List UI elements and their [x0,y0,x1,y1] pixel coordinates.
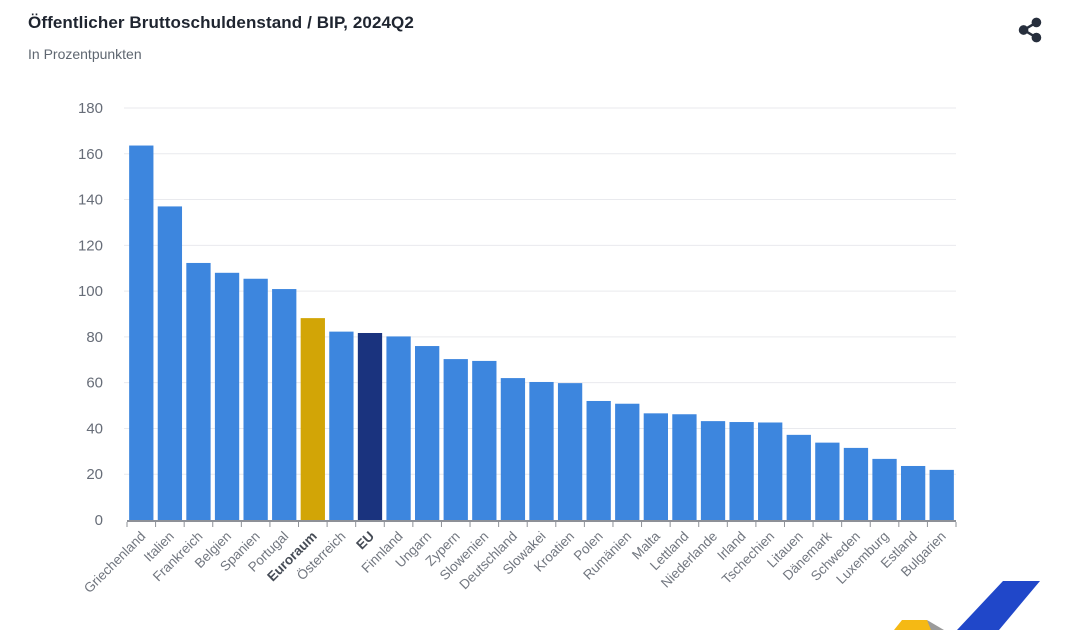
y-axis-label: 80 [86,329,103,346]
logo-blue-shape [957,581,1040,630]
bar-dänemark[interactable] [815,442,840,520]
bar-lettland[interactable] [672,414,697,520]
bar-polen[interactable] [586,400,611,520]
share-icon [1018,17,1042,43]
y-axis-label: 0 [95,512,103,529]
page-title: Öffentlicher Bruttoschuldenstand / BIP, … [28,13,414,32]
y-axis-label: 180 [78,100,103,117]
bar-italien[interactable] [157,206,183,520]
bar-euroraum[interactable] [300,318,325,520]
share-button[interactable] [1014,14,1046,46]
bar-kroatien[interactable] [557,383,583,520]
y-axis-label: 100 [78,283,103,300]
y-axis-label: 60 [86,375,103,392]
logo-yellow-shape [894,620,933,630]
bar-estland[interactable] [900,465,926,520]
bar-luxemburg[interactable] [872,458,897,520]
logo [894,581,1040,630]
bar-niederlande[interactable] [700,421,726,520]
bar-ungarn[interactable] [415,346,440,520]
bar-tschechien[interactable] [758,422,783,520]
bar-spanien[interactable] [243,278,268,520]
y-axis-label: 20 [86,466,103,483]
y-axis-label: 160 [78,146,103,163]
bar-eu[interactable] [357,332,383,520]
bar-litauen[interactable] [786,434,811,520]
x-axis-label: Griechenland [81,529,148,596]
bar-irland[interactable] [729,422,754,520]
y-axis-label: 140 [78,192,103,209]
bar-rumänien[interactable] [615,403,640,520]
bar-malta[interactable] [643,413,668,520]
bar-griechenland[interactable] [129,145,154,520]
logo-gray-shape [927,620,944,630]
page-subtitle: In Prozentpunkten [28,46,142,62]
bar-slowakei[interactable] [529,381,554,520]
bar-finnland[interactable] [386,336,411,520]
y-axis-label: 120 [78,237,103,254]
bar-slowenien[interactable] [472,360,497,520]
bar-belgien[interactable] [214,272,240,520]
bar-frankreich[interactable] [186,262,211,520]
bar-bulgarien[interactable] [929,469,954,520]
bar-österreich[interactable] [329,331,354,520]
bar-portugal[interactable] [272,289,297,520]
bar-zypern[interactable] [443,359,468,520]
bar-schweden[interactable] [843,447,869,520]
y-axis-label: 40 [86,420,103,437]
bar-deutschland[interactable] [500,378,526,520]
